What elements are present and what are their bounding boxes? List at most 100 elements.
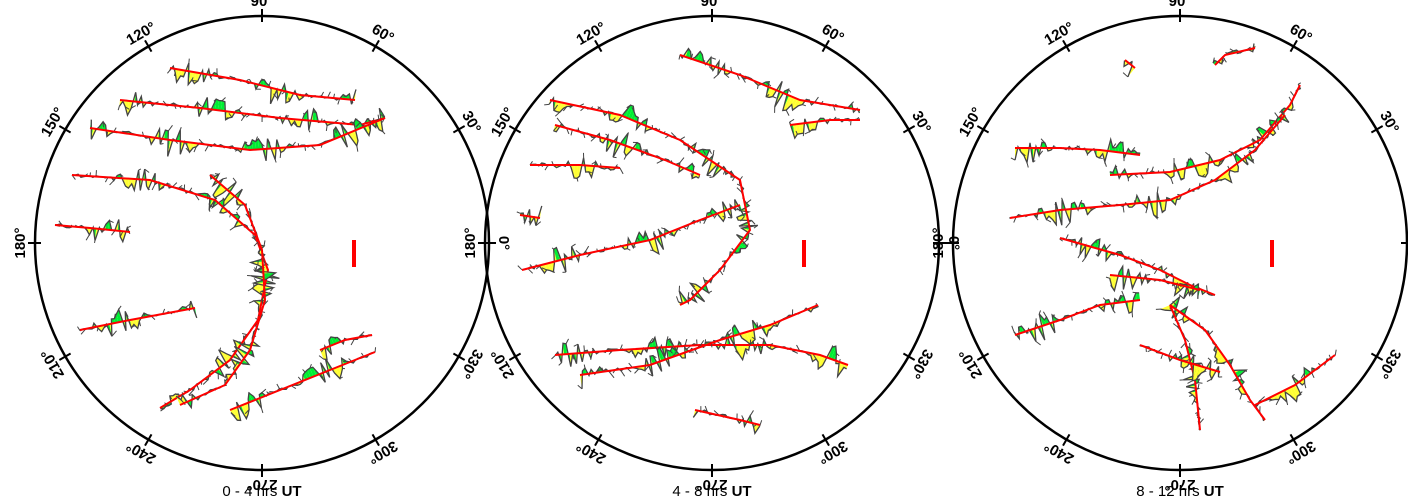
trace-spike xyxy=(1231,151,1236,158)
fit-line xyxy=(79,307,196,331)
trace-spike xyxy=(785,109,790,116)
trace-spike xyxy=(96,328,99,332)
trace-spike xyxy=(727,329,732,334)
trace-spike xyxy=(713,74,719,79)
scale-bar xyxy=(352,240,356,267)
trace-spike xyxy=(642,119,649,122)
measurement-trace xyxy=(71,168,280,410)
tick-60 xyxy=(371,39,380,53)
deviation-fill xyxy=(1042,142,1045,148)
trace-spike xyxy=(228,113,233,118)
trace-spike xyxy=(619,167,624,175)
trace-spike xyxy=(746,243,749,247)
deviation-fill xyxy=(1287,387,1297,402)
deviation-fill xyxy=(634,142,640,150)
trace-spike xyxy=(1145,208,1148,214)
trace-spike xyxy=(661,227,666,230)
trace-spike xyxy=(124,311,129,318)
deviation-fill xyxy=(796,123,801,135)
trace-spike xyxy=(765,94,770,98)
trace-spike xyxy=(1275,399,1280,406)
trace-spike xyxy=(623,155,627,160)
trace-spike xyxy=(1197,382,1203,384)
trace-spike xyxy=(620,370,626,377)
angle-label-30: 30° xyxy=(1376,108,1402,136)
trace-spike xyxy=(291,124,293,126)
trace-spike xyxy=(85,234,90,241)
trace-spike xyxy=(1121,290,1125,297)
deviation-fill xyxy=(214,187,227,198)
trace-spike xyxy=(1195,411,1198,414)
trace-spike xyxy=(1038,208,1040,211)
trace-spike xyxy=(138,168,142,171)
trace-spike xyxy=(802,104,807,107)
deviation-fill xyxy=(739,241,748,249)
trace-spike xyxy=(696,51,701,56)
trace-spike xyxy=(1180,310,1186,316)
deviation-fill xyxy=(1281,390,1287,402)
trace-spike xyxy=(722,215,726,218)
trace-spike xyxy=(375,122,378,128)
trace-spike xyxy=(234,149,239,152)
trace-spike xyxy=(1132,291,1137,294)
trace-spike xyxy=(657,228,660,231)
deviation-fill xyxy=(1109,275,1113,287)
tick-240 xyxy=(1062,433,1071,447)
trace-spike xyxy=(597,369,602,372)
trace-spike xyxy=(138,320,141,327)
angle-label-270: 270° xyxy=(246,476,277,493)
trace-spike xyxy=(804,131,810,135)
fit-line xyxy=(679,54,861,111)
trace-spike xyxy=(260,407,264,414)
trace-spike xyxy=(1102,297,1107,301)
trace-spike xyxy=(796,344,800,351)
trace-spike xyxy=(340,124,346,131)
trace-spike xyxy=(1220,179,1223,182)
trace-spike xyxy=(214,197,218,200)
trace-spike xyxy=(1065,222,1071,229)
trace-spike xyxy=(318,355,324,360)
deviation-fill xyxy=(1135,292,1140,301)
trace-group xyxy=(692,405,763,435)
trace-spike xyxy=(1259,396,1265,402)
trace-spike xyxy=(1156,186,1159,193)
caption-unit: UT xyxy=(1204,483,1224,500)
trace-spike xyxy=(590,136,596,142)
polar-dial-1: 90°60°30°0°330°300°270°240°210°180°150°1… xyxy=(12,0,512,500)
trace-spike xyxy=(1035,340,1041,346)
trace-spike xyxy=(173,72,176,77)
trace-spike xyxy=(1180,342,1186,349)
deviation-fill xyxy=(811,121,816,130)
caption-unit: UT xyxy=(282,483,302,500)
deviation-fill xyxy=(187,142,191,153)
trace-spike xyxy=(637,117,639,122)
trace-spike xyxy=(251,237,255,240)
deviation-fill xyxy=(1256,127,1266,136)
trace-group xyxy=(788,116,861,140)
deviation-fill xyxy=(223,193,234,207)
tick-240 xyxy=(594,433,603,447)
trace-spike xyxy=(127,225,131,229)
trace-spike xyxy=(1061,197,1063,200)
trace-spike xyxy=(1080,199,1083,203)
measurement-trace xyxy=(1009,111,1290,227)
trace-spike xyxy=(131,183,134,187)
trace-spike xyxy=(141,131,144,136)
deviation-fill xyxy=(732,325,738,336)
deviation-fill xyxy=(376,119,383,132)
trace-spike xyxy=(541,267,547,271)
deviation-fill xyxy=(132,318,138,329)
trace-spike xyxy=(261,143,265,147)
measurement-trace xyxy=(521,199,745,275)
fit-line xyxy=(89,117,386,152)
trace-spike xyxy=(1208,330,1214,335)
trace-spike xyxy=(635,352,639,356)
fit-line xyxy=(1109,274,1201,291)
tick-60 xyxy=(821,39,830,53)
deviation-fill xyxy=(215,368,224,377)
tick-330 xyxy=(452,352,466,361)
trace-spike xyxy=(1139,263,1143,269)
tick-300 xyxy=(1289,433,1298,447)
trace-spike xyxy=(125,106,130,110)
